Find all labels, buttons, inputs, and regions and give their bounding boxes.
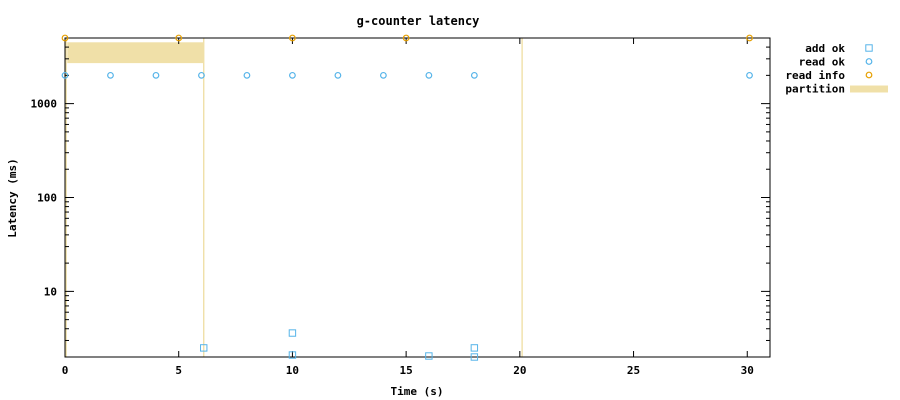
read-ok-point (289, 71, 296, 79)
add-ok-point (288, 351, 297, 359)
read-ok-point (746, 71, 753, 79)
read-info-point (289, 34, 296, 42)
add-ok-point (200, 344, 208, 352)
tick-labels: 0 5 10 15 20 25 30 10 100 1000 (31, 98, 754, 377)
read-info-point (746, 34, 753, 42)
legend-label: add ok (805, 42, 845, 55)
legend-swatch-partition (850, 85, 888, 93)
axes-ticks (64, 37, 770, 358)
y-tick-label: 100 (37, 192, 57, 205)
read-ok-point (379, 71, 387, 79)
y-tick-label: 10 (44, 285, 57, 298)
read-ok-point (243, 71, 251, 79)
plot-frame (64, 37, 771, 358)
x-axis-label: Time (s) (391, 385, 444, 398)
legend-label: read info (785, 69, 845, 82)
read-ok-point (470, 71, 478, 79)
y-axis-label: Latency (ms) (6, 158, 19, 237)
read-ok-point (107, 71, 114, 79)
legend-swatch-read-info (865, 71, 873, 79)
legend-swatch-add-ok (865, 44, 873, 52)
read-ok-point (198, 71, 205, 79)
legend-swatch-read-ok (865, 58, 873, 65)
read-ok-point (61, 71, 69, 79)
add-ok-point (288, 329, 297, 337)
partition-band (67, 42, 204, 64)
read-ok-point (334, 71, 342, 79)
x-tick-label: 5 (175, 364, 182, 377)
x-tick-label: 0 (62, 364, 69, 377)
y-tick-label: 1000 (31, 98, 58, 111)
x-tick-label: 30 (741, 364, 754, 377)
legend-label: partition (785, 83, 845, 96)
x-tick-label: 20 (513, 364, 526, 377)
data-points (61, 34, 753, 361)
add-ok-point (470, 344, 479, 352)
read-info-point (175, 34, 183, 42)
read-info-point (402, 34, 410, 42)
read-ok-point (152, 71, 160, 79)
read-ok-point (425, 71, 433, 79)
x-tick-label: 10 (286, 364, 299, 377)
add-ok-point (470, 353, 479, 361)
partition-layer (65, 38, 523, 357)
legend-label: read ok (799, 56, 846, 69)
x-tick-label: 15 (400, 364, 413, 377)
read-info-point (61, 34, 69, 42)
chart-title: g-counter latency (357, 14, 480, 28)
x-tick-label: 25 (627, 364, 640, 377)
add-ok-point (425, 352, 433, 360)
